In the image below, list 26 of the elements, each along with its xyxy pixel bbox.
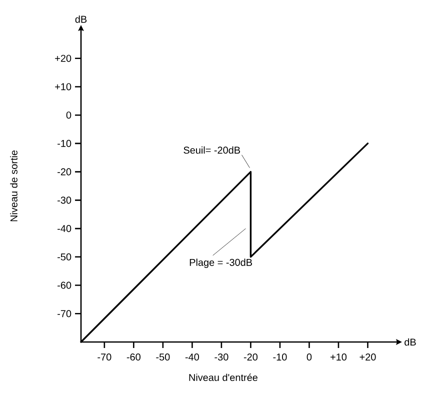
y-tick-label: 0: [66, 112, 72, 119]
y-tick-label: -10: [58, 140, 72, 147]
text: dB: [75, 16, 87, 23]
x-tick-label: +20: [360, 353, 376, 361]
x-tick-label: -70: [98, 353, 112, 361]
x-axis-title: Niveau d'entrée: [189, 374, 258, 382]
y-tick-label: -40: [58, 225, 72, 232]
y-tick-label: -60: [58, 282, 72, 289]
x-tick-label: -60: [126, 353, 140, 361]
x-tick-label: 0: [306, 353, 312, 361]
y-tick-label: -50: [58, 253, 72, 260]
y-tick-label: +10: [55, 83, 72, 90]
text: dB: [404, 338, 416, 346]
x-tick-label: +10: [330, 353, 347, 361]
annotation: Plage = -30dB: [190, 258, 252, 268]
x-tick-label: -50: [156, 353, 170, 361]
x-tick-label: -30: [214, 353, 228, 361]
x-tick-label: -10: [273, 353, 287, 361]
y-tick-label: -30: [58, 196, 72, 204]
y-axis-title: Niveau de sortie: [10, 150, 18, 222]
annotation: Seuil= -20dB: [184, 146, 240, 154]
x-tick-label: -20: [244, 353, 258, 361]
y-tick-label: +20: [55, 54, 72, 62]
y-tick-label: -20: [58, 168, 72, 176]
x-tick-label: -40: [185, 353, 199, 361]
y-tick-label: -70: [58, 310, 72, 318]
